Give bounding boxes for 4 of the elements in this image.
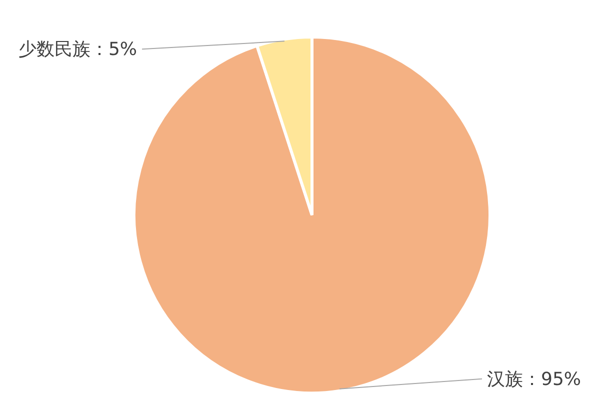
data-label: ：95% xyxy=(523,368,582,390)
slice-label: 汉族 xyxy=(487,368,523,390)
slice-label: 少数民族 xyxy=(18,38,90,60)
data-label: ：5% xyxy=(90,38,137,60)
